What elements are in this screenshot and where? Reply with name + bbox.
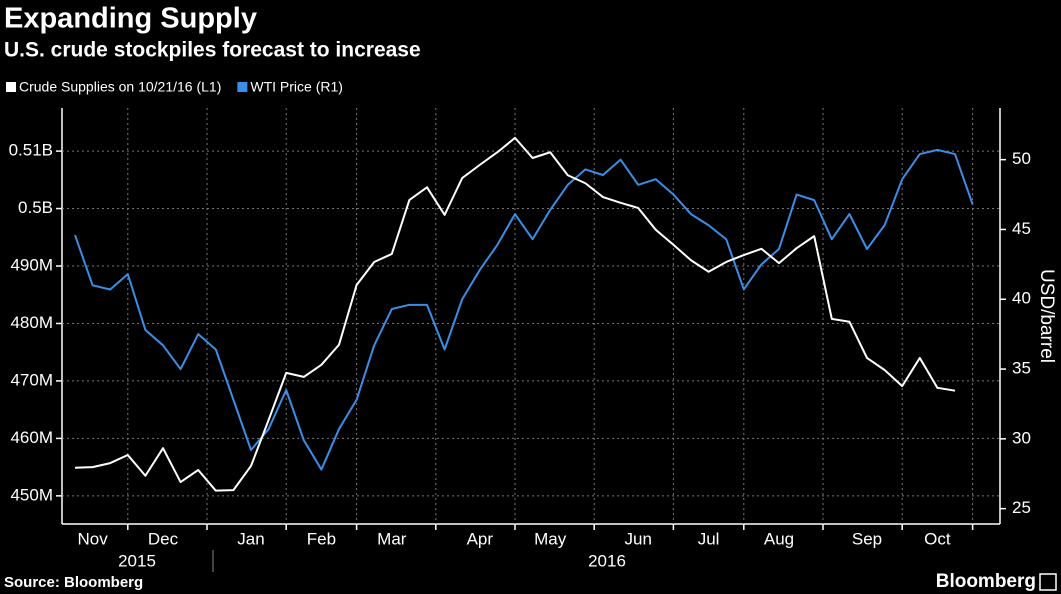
y2-tick-label: 25 (1012, 498, 1031, 517)
y-tick-label: 0.5B (18, 198, 53, 217)
y2-tick-label: 30 (1012, 428, 1031, 447)
x-tick-label: Aug (764, 529, 794, 548)
year-label: 2016 (588, 551, 626, 570)
y2-tick-label: 50 (1012, 149, 1031, 168)
x-tick-label: Apr (467, 529, 494, 548)
brand-icon (1039, 573, 1057, 591)
series-line (74, 148, 974, 471)
x-tick-label: Dec (148, 529, 179, 548)
y2-tick-label: 35 (1012, 359, 1031, 378)
x-tick-label: Mar (377, 529, 407, 548)
x-tick-label: Feb (307, 529, 336, 548)
y-tick-label: 0.51B (9, 141, 53, 160)
y-tick-label: 490M (10, 255, 53, 274)
y-tick-label: 460M (10, 428, 53, 447)
x-tick-label: Jul (698, 529, 720, 548)
series-line (74, 136, 956, 492)
brand: Bloomberg (936, 571, 1036, 592)
y-tick-label: 480M (10, 313, 53, 332)
chart-title: Expanding Supply (4, 3, 257, 35)
legend-swatch (6, 82, 16, 92)
legend-swatch (237, 82, 248, 92)
source: Source: Bloomberg (4, 574, 143, 591)
legend-label: WTI Price (R1) (250, 79, 343, 95)
chart-subtitle: U.S. crude stockpiles forecast to increa… (4, 39, 421, 62)
legend-label: Crude Supplies on 10/21/16 (L1) (19, 79, 221, 95)
y-tick-label: 450M (10, 485, 53, 504)
x-tick-label: May (534, 529, 567, 548)
year-label: 2015 (118, 551, 156, 570)
y-tick-label: 470M (10, 370, 53, 389)
x-tick-label: Jun (624, 529, 651, 548)
x-tick-label: Nov (77, 529, 108, 548)
x-tick-label: Sep (852, 529, 882, 548)
x-tick-label: Jan (237, 529, 264, 548)
y2-tick-label: 45 (1012, 219, 1031, 238)
x-tick-label: Oct (924, 529, 951, 548)
y2-tick-label: 40 (1012, 289, 1031, 308)
y2-axis-label: USD/barrel (1036, 269, 1057, 363)
